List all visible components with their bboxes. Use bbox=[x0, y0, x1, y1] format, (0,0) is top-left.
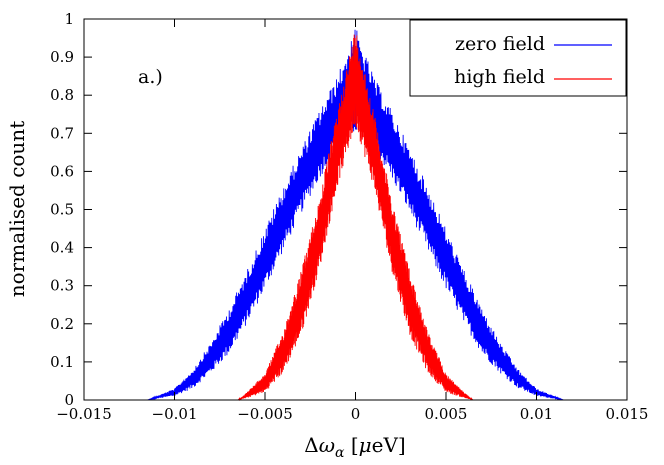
legend-label-high-field: high field bbox=[454, 66, 545, 88]
x-tick-label: −0.015 bbox=[56, 405, 112, 423]
x-tick-label: 0.01 bbox=[520, 405, 553, 423]
x-tick-label: 0.015 bbox=[606, 405, 649, 423]
x-axis-label: Δωα [μeV] bbox=[304, 433, 406, 461]
panel-annotation: a.) bbox=[138, 66, 163, 88]
y-tick-label: 0.5 bbox=[50, 201, 74, 219]
y-axis-label: normalised count bbox=[5, 121, 29, 297]
legend: zero field high field bbox=[409, 19, 627, 97]
series-zero-field bbox=[147, 29, 564, 401]
legend-label-zero-field: zero field bbox=[455, 33, 545, 55]
y-tick-label: 0.9 bbox=[50, 48, 74, 66]
x-tick-label: 0 bbox=[351, 405, 361, 423]
legend-box bbox=[409, 19, 627, 97]
series-layer bbox=[147, 29, 564, 402]
y-tick-label: 0.6 bbox=[50, 162, 74, 180]
y-tick-label: 0.8 bbox=[50, 86, 74, 104]
x-tick-label: −0.01 bbox=[152, 405, 198, 423]
y-tick-label: 0.4 bbox=[50, 239, 74, 257]
y-tick-label: 1 bbox=[64, 10, 74, 28]
y-tick-label: 0.2 bbox=[50, 315, 74, 333]
ticks-layer: −0.015 −0.01 −0.005 0 0.005 0.01 0.015 0 0.1 0.2 0… bbox=[50, 10, 648, 423]
y-tick-label: 0.7 bbox=[50, 124, 74, 142]
y-tick-label: 0.1 bbox=[50, 353, 74, 371]
x-tick-label: 0.005 bbox=[425, 405, 468, 423]
x-tick-label: −0.005 bbox=[237, 405, 293, 423]
y-tick-label: 0.3 bbox=[50, 277, 74, 295]
y-tick-label: 0 bbox=[64, 391, 74, 409]
series-high-field bbox=[237, 34, 474, 402]
